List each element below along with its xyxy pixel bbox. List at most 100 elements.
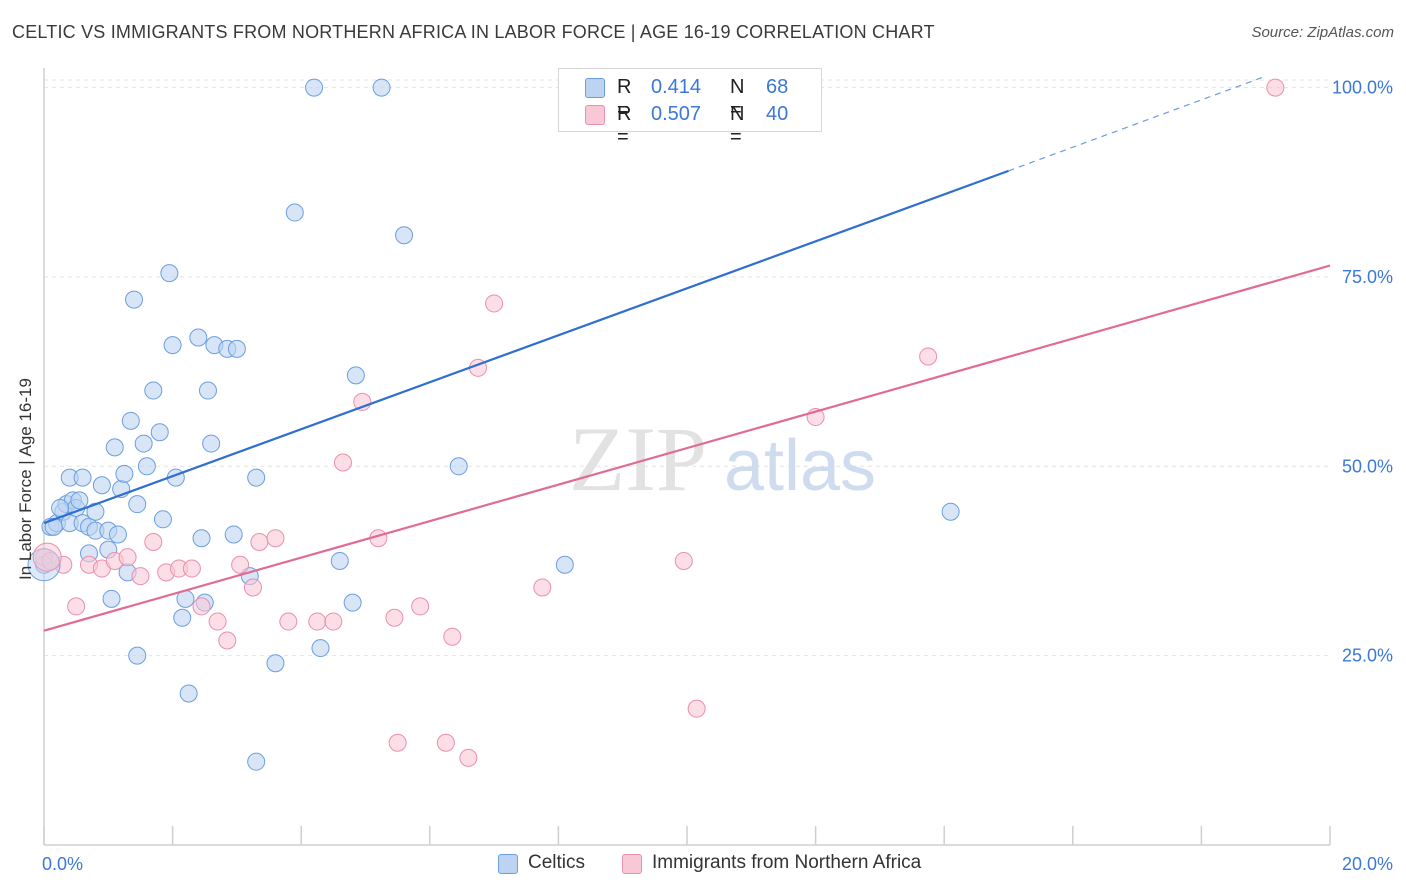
legend-label-immigrants: Immigrants from Northern Africa — [652, 852, 922, 873]
immigrants-point — [687, 699, 706, 718]
celtics-point — [247, 468, 266, 487]
trend-lines — [43, 75, 1331, 632]
immigrants-swatch — [622, 854, 642, 874]
celtics-point — [555, 555, 574, 574]
celtics-point — [247, 752, 266, 771]
celtics-point — [285, 203, 304, 222]
celtics-point — [70, 491, 89, 510]
x-tick-label: 20.0% — [1342, 854, 1393, 874]
celtics-point — [372, 78, 391, 97]
celtics-point — [311, 639, 330, 658]
immigrants-swatch — [585, 105, 605, 125]
immigrants-point — [279, 612, 298, 631]
celtics-point — [395, 226, 414, 245]
immigrants-point — [1266, 78, 1285, 97]
n-value: 40 — [766, 103, 789, 125]
celtics-point — [73, 468, 92, 487]
immigrants-point — [67, 597, 86, 616]
immigrants-point — [182, 559, 201, 578]
immigrants-point — [436, 733, 455, 752]
immigrants-point — [388, 733, 407, 752]
immigrants-point — [674, 551, 693, 570]
immigrants-point — [333, 453, 352, 472]
immigrants-point — [385, 608, 404, 627]
celtics-point — [128, 646, 147, 665]
immigrants-point — [324, 612, 343, 631]
n-value: 68 — [766, 76, 789, 98]
immigrants-point — [308, 612, 327, 631]
celtics-point — [449, 457, 468, 476]
legend-label-celtics: Celtics — [528, 852, 586, 873]
celtics-point — [108, 525, 127, 544]
immigrants-point — [192, 597, 211, 616]
immigrants-point — [118, 548, 137, 567]
r-value: 0.414 — [651, 76, 702, 98]
n-label: N = — [730, 76, 745, 121]
immigrants-point — [485, 294, 504, 313]
immigrants-point — [144, 533, 163, 552]
immigrants-point — [443, 627, 462, 646]
immigrants-point — [266, 529, 285, 548]
celtics-point — [134, 434, 153, 453]
celtics-point — [343, 593, 362, 612]
celtics-point — [128, 495, 147, 514]
watermark-zip: ZIP — [569, 408, 707, 510]
celtics-point — [202, 434, 221, 453]
celtics-point — [92, 476, 111, 495]
celtics-point — [102, 589, 121, 608]
x-tick-label: 0.0% — [42, 854, 83, 874]
chart-title: CELTIC VS IMMIGRANTS FROM NORTHERN AFRIC… — [12, 22, 935, 42]
immigrants-point — [231, 555, 250, 574]
celtics-point — [115, 464, 134, 483]
celtics-point — [179, 684, 198, 703]
celtics-point — [125, 290, 144, 309]
points — [27, 78, 1285, 771]
correlation-legend: R = 0.414 N = 68 R = 0.507 N = 40 — [558, 68, 822, 148]
celtics-point — [160, 264, 179, 283]
immigrants-point — [208, 612, 227, 631]
n-label: N = — [730, 103, 745, 148]
celtics-point — [153, 510, 172, 529]
celtics-point — [163, 336, 182, 355]
tick-labels: 25.0% 50.0% 75.0% 100.0% 0.0% 20.0% — [42, 78, 1393, 874]
celtics-swatch — [585, 78, 605, 98]
y-tick-label: 50.0% — [1342, 456, 1393, 476]
immigrants-point — [250, 533, 269, 552]
y-tick-label: 100.0% — [1332, 78, 1393, 98]
celtics-point — [227, 339, 246, 358]
celtics-trend-extension — [1008, 75, 1266, 172]
celtics-point — [137, 457, 156, 476]
immigrants-point — [411, 597, 430, 616]
y-axis-label: In Labor Force | Age 16-19 — [16, 378, 35, 580]
immigrants-point — [919, 347, 938, 366]
celtics-point — [941, 502, 960, 521]
watermark-atlas: atlas — [724, 426, 876, 506]
celtics-point — [266, 654, 285, 673]
celtics-point — [189, 328, 208, 347]
r-value: 0.507 — [651, 103, 702, 125]
celtics-point — [105, 438, 124, 457]
immigrants-point — [131, 567, 150, 586]
immigrants-point — [533, 578, 552, 597]
celtics-point — [192, 529, 211, 548]
celtics-trend-line — [43, 169, 1009, 525]
immigrants-point — [218, 631, 237, 650]
celtics-point — [330, 551, 349, 570]
r-label: R = — [617, 76, 632, 121]
celtics-point — [44, 517, 63, 536]
r-label: R = — [617, 103, 632, 148]
celtics-swatch — [498, 854, 518, 874]
celtics-point — [150, 423, 169, 442]
celtics-point — [305, 78, 324, 97]
celtics-point — [121, 411, 140, 430]
immigrants-point — [243, 578, 262, 597]
y-tick-label: 75.0% — [1342, 267, 1393, 287]
y-tick-label: 25.0% — [1342, 646, 1393, 666]
immigrants-point — [459, 748, 478, 767]
immigrants-point — [32, 542, 62, 572]
celtics-point — [173, 608, 192, 627]
immigrants-trend-line — [43, 264, 1331, 632]
axes — [43, 68, 1331, 846]
celtics-point — [144, 381, 163, 400]
